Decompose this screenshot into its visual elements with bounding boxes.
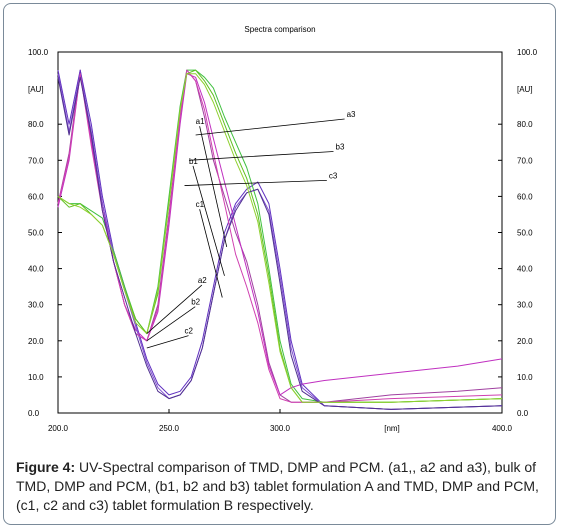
y-tick-label-left: 30.0 bbox=[28, 301, 44, 310]
y-tick-label-right: 40.0 bbox=[517, 265, 533, 274]
x-tick-label: 400.0 bbox=[492, 424, 513, 433]
annotation-group: a3 b3 c3 a1 b1 c1 a2 b2 c2 bbox=[146, 110, 356, 349]
axis-ticks: 100.0 80.0 70.0 60.0 50.0 40.0 30.0 20.0 10.0 0.0… bbox=[28, 48, 538, 433]
y-tick-label-left: 70.0 bbox=[28, 156, 44, 165]
y-tick-label-left: 40.0 bbox=[28, 265, 44, 274]
series-line-a2 bbox=[57, 69, 503, 410]
y-tick-label-left: 20.0 bbox=[28, 337, 44, 346]
annotation-leader-a2 bbox=[146, 284, 203, 334]
annotation-a3: a3 bbox=[347, 110, 356, 119]
y-tick-label-left: 50.0 bbox=[28, 229, 44, 238]
annotation-leader-a1 bbox=[199, 126, 228, 248]
x-tick-label: 250.0 bbox=[159, 424, 180, 433]
series-group bbox=[57, 69, 503, 410]
chart-title: Spectra comparison bbox=[244, 25, 315, 34]
annotation-a2: a2 bbox=[198, 276, 207, 285]
y-tick-label-right: 80.0 bbox=[517, 120, 533, 129]
y-axis-unit-left: [AU] bbox=[28, 85, 44, 94]
y-tick-label-right: 70.0 bbox=[517, 156, 533, 165]
series-line-c3 bbox=[57, 73, 503, 403]
y-tick-label-right: 100.0 bbox=[517, 48, 538, 57]
x-tick-label: 300.0 bbox=[270, 424, 291, 433]
plot-border bbox=[57, 51, 503, 414]
y-tick-label-right: 60.0 bbox=[517, 192, 533, 201]
series-line-b1 bbox=[57, 73, 503, 396]
caption-text: UV-Spectral comparison of TMD, DMP and P… bbox=[16, 459, 539, 513]
annotation-leader-c3 bbox=[184, 179, 327, 186]
annotation-leader-b3 bbox=[188, 151, 334, 161]
y-tick-label-left: 0.0 bbox=[28, 409, 40, 418]
annotation-c3: c3 bbox=[329, 171, 338, 180]
caption-label: Figure 4: bbox=[16, 459, 76, 475]
y-tick-label-left: 60.0 bbox=[28, 192, 44, 201]
y-tick-label-left: 10.0 bbox=[28, 373, 44, 382]
y-tick-label-right: 10.0 bbox=[517, 373, 533, 382]
annotation-b1: b1 bbox=[189, 157, 198, 166]
annotation-leader-c2 bbox=[146, 335, 189, 349]
y-tick-label-right: 30.0 bbox=[517, 301, 533, 310]
annotation-leader-b1 bbox=[192, 165, 225, 276]
x-axis-unit: [nm] bbox=[384, 424, 400, 433]
annotation-c2: c2 bbox=[185, 327, 194, 336]
y-tick-label-right: 20.0 bbox=[517, 337, 533, 346]
y-tick-label-left: 100.0 bbox=[28, 48, 49, 57]
annotation-leader-a3 bbox=[195, 118, 345, 136]
y-tick-label-right: 50.0 bbox=[517, 229, 533, 238]
x-tick-label: 200.0 bbox=[48, 424, 69, 433]
plot-area: Spectra comparison [AU] [AU] [nm] 100.0 8… bbox=[28, 25, 538, 433]
series-line-b2 bbox=[57, 73, 503, 410]
annotation-leader-b2 bbox=[146, 306, 196, 342]
y-axis-unit-right: [AU] bbox=[517, 85, 533, 94]
annotation-b3: b3 bbox=[336, 142, 345, 151]
y-tick-label-right: 0.0 bbox=[517, 409, 529, 418]
annotation-c1: c1 bbox=[196, 200, 205, 209]
series-line-c2 bbox=[57, 76, 503, 410]
annotation-leader-c1 bbox=[199, 209, 223, 298]
annotation-b2: b2 bbox=[191, 298, 200, 307]
y-tick-label-left: 80.0 bbox=[28, 120, 44, 129]
figure-caption: Figure 4: UV-Spectral comparison of TMD,… bbox=[16, 458, 546, 515]
annotation-a1: a1 bbox=[196, 117, 205, 126]
